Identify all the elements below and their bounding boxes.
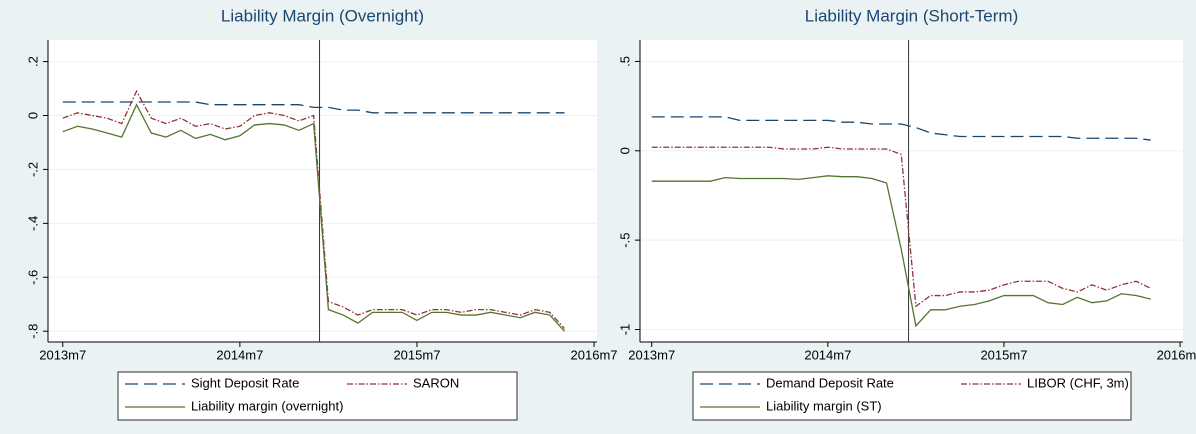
series-line [651,146,1151,308]
legend-label: Demand Deposit Rate [766,375,894,390]
plot-area [48,40,597,342]
legend-label: Liability margin (overnight) [191,398,343,413]
y-tick-label: -.8 [25,324,40,339]
y-tick-label: .2 [25,56,40,67]
series-line [62,103,566,332]
chart-title: Liability Margin (Short-Term) [805,6,1019,25]
y-tick-label: 0 [25,112,40,119]
chart-title: Liability Margin (Overnight) [221,6,424,25]
legend-box [117,371,518,421]
series-line [651,175,1151,328]
x-tick-label: 2014m7 [216,347,263,362]
y-tick-label: -.2 [25,162,40,177]
legend-box [692,371,1132,421]
y-tick-label: -.6 [25,270,40,285]
x-tick-label: 2014m7 [804,347,851,362]
y-tick-label: 0 [617,147,632,154]
y-tick-label: -1 [617,324,632,336]
x-tick-label: 2016m7 [571,347,618,362]
y-tick-label: -.5 [617,233,632,248]
plot-area [640,40,1183,342]
x-tick-label: 2015m7 [393,347,440,362]
legend-label: Sight Deposit Rate [191,375,299,390]
legend-label: LIBOR (CHF, 3m) [1027,375,1129,390]
x-tick-label: 2015m7 [980,347,1027,362]
y-tick-label: .5 [617,56,632,67]
x-tick-label: 2013m7 [39,347,86,362]
series-line [651,116,1151,141]
series-line [62,101,565,114]
series-line [62,89,566,329]
x-tick-label: 2013m7 [628,347,675,362]
y-tick-label: -.4 [25,216,40,231]
legend-label: SARON [413,375,459,390]
legend-label: Liability margin (ST) [766,398,882,413]
x-tick-label: 2016m7 [1157,347,1196,362]
